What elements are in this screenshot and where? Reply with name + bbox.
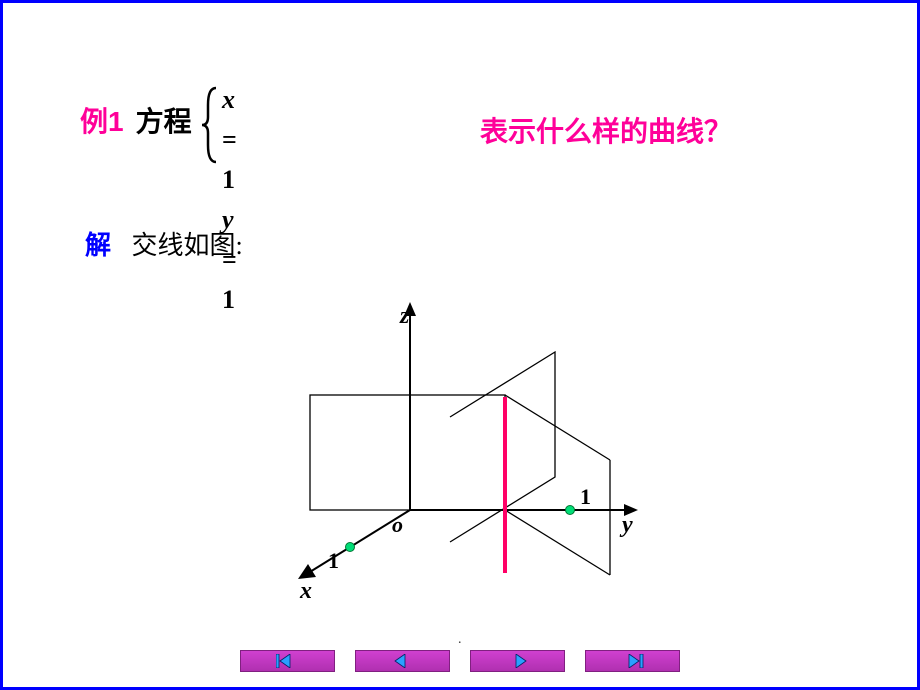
z-label: z [399, 303, 410, 329]
solution-label: 解 [85, 230, 111, 260]
eq2-rhs: 1 [222, 285, 235, 314]
last-icon [621, 654, 645, 668]
nav-next-button[interactable] [470, 650, 565, 672]
example-word: 方程 [136, 106, 192, 137]
nav-bar [0, 650, 920, 672]
eq1: x = 1 [222, 80, 237, 200]
y-tick-1: 1 [580, 484, 591, 509]
plane-top-right [505, 395, 610, 460]
origin-label: o [392, 512, 403, 537]
next-icon [506, 654, 530, 668]
diagram-3d: z y x o 1 1 [250, 300, 670, 605]
brace-icon [200, 85, 222, 170]
nav-last-button[interactable] [585, 650, 680, 672]
plane-bottom-right [505, 510, 610, 575]
solution-text: 交线如图: [132, 231, 243, 260]
content-area: 例1 方程 x = 1 y = 1 表示什么样的曲线？ 解 交线如图: [0, 0, 920, 690]
marker-x1 [346, 543, 355, 552]
nav-prev-button[interactable] [355, 650, 450, 672]
eq1-lhs: x [222, 85, 235, 114]
page-dot: . [458, 632, 462, 648]
equations: x = 1 y = 1 [222, 80, 237, 320]
eq1-eq: = [222, 125, 237, 154]
prev-icon [391, 654, 415, 668]
nav-first-button[interactable] [240, 650, 335, 672]
example-label: 例1 [80, 106, 124, 137]
marker-y1 [566, 506, 575, 515]
question-text: 表示什么样的曲线？ [480, 110, 732, 150]
solution-line: 解 交线如图: [85, 225, 243, 262]
x-label: x [299, 578, 312, 600]
plane-y1-outline [450, 352, 555, 542]
first-icon [276, 654, 300, 668]
x-tick-1: 1 [328, 548, 339, 573]
diagram-svg: z y x o 1 1 [250, 300, 670, 600]
x-arrow [298, 564, 316, 579]
y-label: y [619, 512, 633, 538]
eq1-rhs: 1 [222, 165, 235, 194]
plane-back [310, 395, 505, 510]
